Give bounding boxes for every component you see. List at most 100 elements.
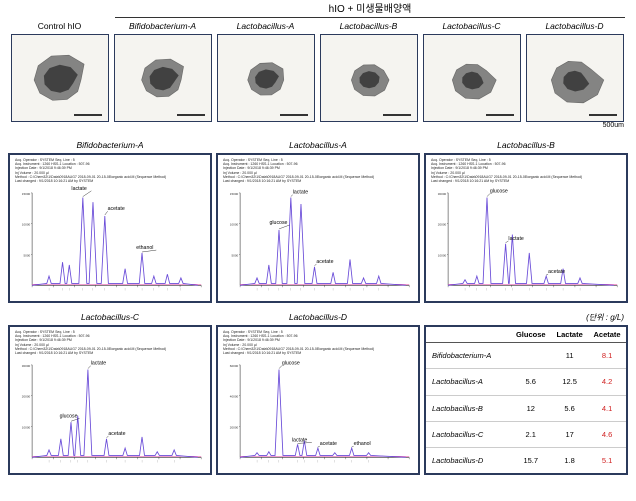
table-row: Lactobacillus-C 2.1 17 4.6 xyxy=(426,421,626,447)
svg-text:|: | xyxy=(301,289,302,291)
scalebar xyxy=(280,114,308,116)
chromatogram-title: Lactobacillus-D xyxy=(216,312,420,323)
svg-text:lactate: lactate xyxy=(91,361,106,367)
row-name: Lactobacillus-D xyxy=(426,448,510,473)
scalebar-text: 500um xyxy=(603,122,624,129)
svg-text:acetate: acetate xyxy=(320,441,337,447)
table-header: Acetate xyxy=(588,327,626,343)
table-unit: (단위 : g/L) xyxy=(424,312,628,323)
svg-text:acetate: acetate xyxy=(316,259,333,265)
svg-text:|: | xyxy=(368,461,369,463)
svg-text:|: | xyxy=(125,289,126,291)
chromatogram-box: Acq. Operator : SYSTEM Seq. Line : 5Acq.… xyxy=(216,325,420,475)
results-table: GlucoseLactateAcetate Bifidobacterium-A … xyxy=(424,325,628,475)
row-glucose: 5.6 xyxy=(510,369,551,395)
svg-text:30000: 30000 xyxy=(438,192,447,196)
svg-text:|: | xyxy=(71,461,72,463)
row-name: Lactobacillus-B xyxy=(426,395,510,421)
micro-image xyxy=(423,34,521,122)
svg-text:|: | xyxy=(62,289,63,291)
microscopy-row: Control hIO Bifidobacterium-A Lactobacil… xyxy=(8,20,628,122)
svg-text:|: | xyxy=(580,289,581,291)
micro-cell: Lactobacillus-D xyxy=(523,20,626,122)
svg-text:20000: 20000 xyxy=(230,425,239,429)
micro-label: Lactobacillus-D xyxy=(523,20,626,32)
svg-text:glucose: glucose xyxy=(269,220,287,226)
row-glucose: 2.1 xyxy=(510,421,551,447)
svg-text:|: | xyxy=(465,289,466,291)
row-acetate: 4.6 xyxy=(588,421,626,447)
svg-text:|: | xyxy=(142,289,143,291)
svg-text:|: | xyxy=(529,289,530,291)
row-lactate: 1.8 xyxy=(551,448,588,473)
micro-label: Bifidobacterium-A xyxy=(111,20,214,32)
svg-text:lactate: lactate xyxy=(293,190,308,196)
micro-cell: Control hIO xyxy=(8,20,111,122)
chromatogram-box: Acq. Operator : SYSTEM Seq. Line : 5Acq.… xyxy=(424,153,628,303)
svg-text:|: | xyxy=(487,289,488,291)
svg-text:60000: 60000 xyxy=(230,364,239,368)
svg-text:|: | xyxy=(269,461,270,463)
row-name: Lactobacillus-C xyxy=(426,421,510,447)
chromatogram-meta: Acq. Operator : SYSTEM Seq. Line : 5Acq.… xyxy=(223,158,413,183)
svg-text:|: | xyxy=(546,289,547,291)
chromatogram-box: Acq. Operator : SYSTEM Seq. Line : 5Acq.… xyxy=(8,153,212,303)
row-name: Lactobacillus-A xyxy=(426,369,510,395)
svg-text:|: | xyxy=(49,461,50,463)
micro-label: Lactobacillus-B xyxy=(317,20,420,32)
chromatogram-meta: Acq. Operator : SYSTEM Seq. Line : 5Acq.… xyxy=(431,158,621,183)
svg-text:|: | xyxy=(88,461,89,463)
svg-text:|: | xyxy=(279,289,280,291)
svg-text:|: | xyxy=(257,461,258,463)
table-row: Lactobacillus-B 12 5.6 4.1 xyxy=(426,395,626,421)
chromatogram-cell: Lactobacillus-D Acq. Operator : SYSTEM S… xyxy=(216,312,420,475)
row-lactate: 17 xyxy=(551,421,588,447)
group-header: hIO + 미생물배양액 xyxy=(115,0,625,18)
svg-text:40000: 40000 xyxy=(230,395,239,399)
svg-text:|: | xyxy=(335,461,336,463)
svg-text:|: | xyxy=(83,289,84,291)
chromatogram-cell: Lactobacillus-B Acq. Operator : SYSTEM S… xyxy=(424,140,628,303)
table-cell: (단위 : g/L) GlucoseLactateAcetate Bifidob… xyxy=(424,312,628,475)
svg-text:acetate: acetate xyxy=(548,269,565,275)
micro-image xyxy=(11,34,109,122)
svg-text:|: | xyxy=(157,461,158,463)
svg-text:|: | xyxy=(512,289,513,291)
svg-text:glucose: glucose xyxy=(490,189,508,195)
svg-text:|: | xyxy=(304,461,305,463)
svg-text:|: | xyxy=(174,461,175,463)
svg-text:glucose: glucose xyxy=(282,361,300,367)
svg-text:|: | xyxy=(318,461,319,463)
micro-image xyxy=(320,34,418,122)
svg-text:5000: 5000 xyxy=(23,253,30,257)
row-acetate: 4.1 xyxy=(588,395,626,421)
svg-text:|: | xyxy=(378,289,379,291)
row-lactate: 11 xyxy=(551,343,588,369)
chromatogram-row-2: Lactobacillus-C Acq. Operator : SYSTEM S… xyxy=(8,312,628,475)
chromatogram-title: Lactobacillus-A xyxy=(216,140,420,151)
svg-text:|: | xyxy=(257,289,258,291)
svg-text:acetate: acetate xyxy=(108,431,125,437)
table-header: Glucose xyxy=(510,327,551,343)
svg-text:|: | xyxy=(279,461,280,463)
svg-text:10000: 10000 xyxy=(22,425,31,429)
svg-text:5000: 5000 xyxy=(231,253,238,257)
row-name: Bifidobacterium-A xyxy=(426,343,510,369)
svg-text:|: | xyxy=(297,461,298,463)
micro-label: Lactobacillus-A xyxy=(214,20,317,32)
svg-text:|: | xyxy=(351,461,352,463)
svg-text:|: | xyxy=(269,289,270,291)
scalebar xyxy=(177,114,205,116)
chromatogram-title: Lactobacillus-C xyxy=(8,312,212,323)
chromatogram-plot: 100002000030000 ||glucose|lactate|||acet… xyxy=(431,191,621,293)
row-lactate: 5.6 xyxy=(551,395,588,421)
table-row: Bifidobacterium-A 11 8.1 xyxy=(426,343,626,369)
table-header: Lactate xyxy=(551,327,588,343)
chromatogram-box: Acq. Operator : SYSTEM Seq. Line : 5Acq.… xyxy=(216,153,420,303)
table-row: Lactobacillus-A 5.6 12.5 4.2 xyxy=(426,369,626,395)
micro-image xyxy=(114,34,212,122)
svg-text:20000: 20000 xyxy=(22,395,31,399)
svg-text:30000: 30000 xyxy=(22,364,31,368)
micro-cell: Lactobacillus-A xyxy=(214,20,317,122)
svg-text:ethanol: ethanol xyxy=(354,441,371,447)
